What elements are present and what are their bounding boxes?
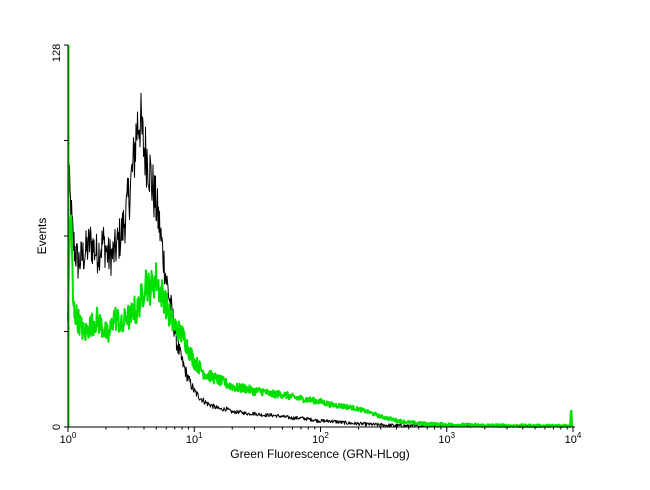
x-axis-title: Green Fluorescence (GRN-HLog)	[230, 447, 409, 461]
tick-layer: 100 101 102 103 104 0 128	[51, 44, 582, 446]
y-axis-title: Events	[35, 218, 49, 255]
y-tick-label: 128	[51, 44, 63, 62]
y-tick-label: 0	[51, 424, 63, 430]
x-tick-label: 103	[438, 431, 455, 446]
x-tick-label: 102	[312, 431, 329, 446]
series-line-1	[67, 92, 568, 428]
series-line-2	[67, 214, 574, 428]
series-layer	[67, 45, 574, 428]
x-tick-label: 101	[186, 431, 203, 446]
x-tick-label: 104	[565, 431, 582, 446]
x-tick-label: 100	[60, 431, 77, 446]
